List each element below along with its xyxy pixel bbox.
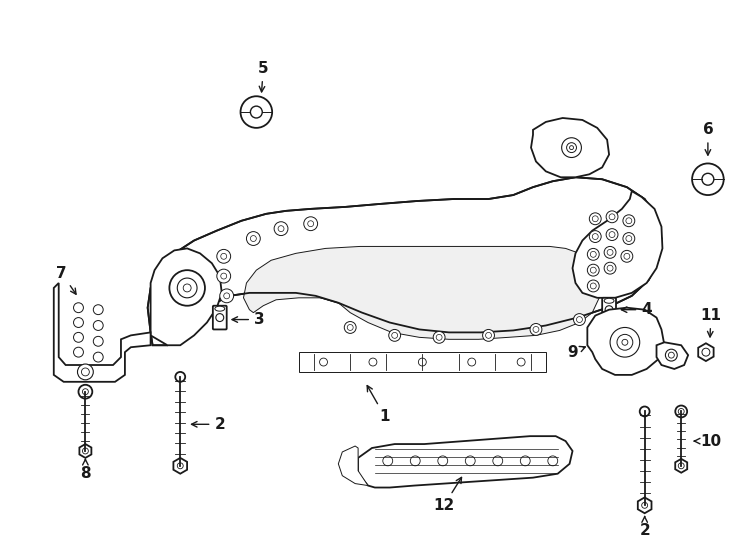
Circle shape	[587, 264, 599, 276]
Circle shape	[93, 321, 103, 330]
Text: 11: 11	[700, 308, 722, 337]
Circle shape	[623, 215, 635, 227]
Circle shape	[217, 249, 230, 263]
Circle shape	[241, 96, 272, 128]
Circle shape	[383, 456, 393, 466]
Circle shape	[465, 456, 475, 466]
Circle shape	[623, 233, 635, 245]
FancyBboxPatch shape	[299, 352, 546, 372]
Circle shape	[250, 106, 262, 118]
Circle shape	[548, 456, 558, 466]
Circle shape	[587, 248, 599, 260]
Circle shape	[304, 217, 318, 231]
Text: 9: 9	[567, 345, 585, 360]
Circle shape	[530, 323, 542, 335]
Circle shape	[610, 327, 640, 357]
Polygon shape	[573, 191, 663, 298]
Circle shape	[589, 231, 601, 242]
Text: 5: 5	[258, 61, 269, 92]
Circle shape	[493, 456, 503, 466]
Text: 4: 4	[621, 302, 652, 317]
Circle shape	[606, 228, 618, 240]
Circle shape	[666, 349, 677, 361]
Circle shape	[640, 407, 650, 416]
Text: 12: 12	[434, 477, 462, 513]
Circle shape	[675, 406, 687, 417]
Circle shape	[344, 321, 356, 333]
Polygon shape	[150, 248, 222, 345]
Circle shape	[606, 211, 618, 222]
Text: 2: 2	[192, 417, 225, 432]
Text: 10: 10	[694, 434, 722, 449]
Polygon shape	[148, 177, 661, 345]
Circle shape	[437, 456, 448, 466]
FancyBboxPatch shape	[602, 298, 616, 321]
Circle shape	[562, 138, 581, 158]
Circle shape	[604, 246, 616, 258]
Polygon shape	[656, 342, 688, 369]
Polygon shape	[531, 118, 609, 177]
Circle shape	[702, 173, 714, 185]
Circle shape	[604, 262, 616, 274]
Circle shape	[247, 232, 261, 246]
Text: 7: 7	[57, 266, 76, 294]
Circle shape	[483, 329, 495, 341]
Polygon shape	[587, 308, 664, 375]
Polygon shape	[54, 283, 150, 382]
Circle shape	[389, 329, 401, 341]
Text: 8: 8	[80, 460, 91, 481]
Circle shape	[79, 385, 92, 399]
Circle shape	[73, 303, 84, 313]
Circle shape	[621, 251, 633, 262]
Circle shape	[175, 372, 185, 382]
Text: 1: 1	[367, 386, 390, 424]
Circle shape	[274, 222, 288, 235]
Circle shape	[170, 270, 205, 306]
Circle shape	[692, 164, 724, 195]
Circle shape	[589, 213, 601, 225]
Text: 3: 3	[232, 312, 265, 327]
Circle shape	[93, 305, 103, 315]
Circle shape	[73, 333, 84, 342]
Circle shape	[520, 456, 530, 466]
Polygon shape	[358, 436, 573, 488]
Circle shape	[73, 318, 84, 327]
Circle shape	[433, 332, 445, 343]
Text: 2: 2	[639, 516, 650, 537]
Circle shape	[93, 336, 103, 346]
Circle shape	[73, 347, 84, 357]
Circle shape	[217, 269, 230, 283]
Circle shape	[78, 364, 93, 380]
Polygon shape	[244, 246, 601, 339]
Circle shape	[410, 456, 420, 466]
Circle shape	[93, 352, 103, 362]
Ellipse shape	[215, 306, 225, 311]
Circle shape	[573, 314, 586, 326]
Circle shape	[219, 289, 233, 303]
Polygon shape	[338, 446, 368, 485]
FancyBboxPatch shape	[213, 306, 227, 329]
Ellipse shape	[604, 298, 614, 303]
Circle shape	[587, 280, 599, 292]
Text: 6: 6	[702, 123, 713, 155]
